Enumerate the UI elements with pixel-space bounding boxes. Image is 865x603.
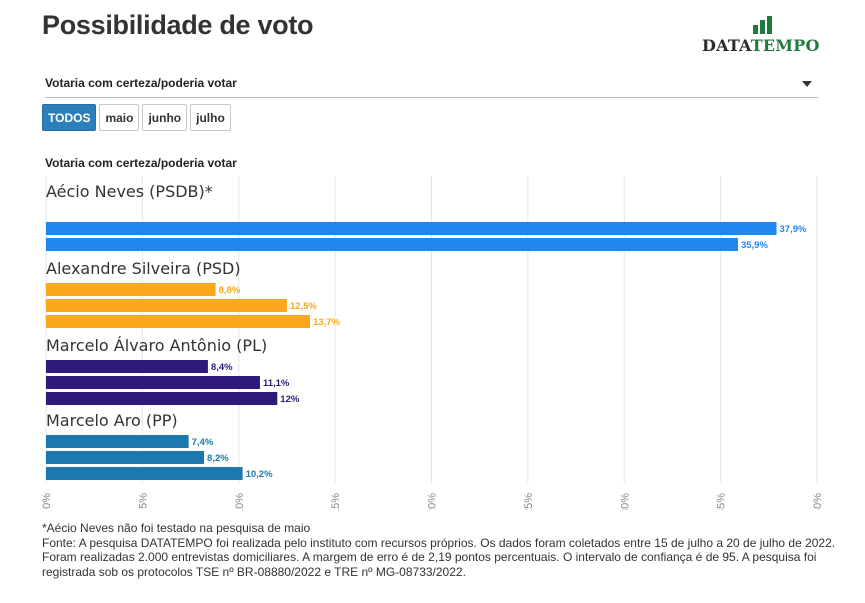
logo-text-tempo: TEMPO — [750, 36, 820, 55]
month-filter-buttons: TODOS maio junho julho — [42, 104, 231, 131]
data-label: 37,9% — [780, 224, 807, 235]
data-label: 7,4% — [192, 437, 214, 448]
filter-button-todos[interactable]: TODOS — [42, 104, 97, 131]
bar — [46, 435, 189, 448]
data-label: 8,8% — [219, 285, 241, 296]
x-tick-label: 0% — [41, 493, 53, 509]
bar — [46, 392, 278, 405]
filter-button-junho[interactable]: junho — [142, 104, 188, 131]
x-tick-label: 10% — [234, 493, 246, 510]
x-tick-label: 35% — [716, 493, 728, 510]
x-tick-label: 5% — [137, 493, 149, 509]
bar — [46, 360, 208, 373]
data-label: 35,9% — [741, 240, 768, 251]
filter-button-julho[interactable]: julho — [190, 104, 231, 131]
caret-down-icon — [802, 81, 812, 87]
x-tick-label: 30% — [619, 493, 631, 510]
data-label: 10,2% — [246, 469, 273, 480]
dropdown-selected-value: Votaria com certeza/poderia votar — [45, 76, 237, 90]
group-label: Aécio Neves (PSDB)* — [46, 182, 213, 201]
footnote-source: Fonte: A pesquisa DATATEMPO foi realizad… — [42, 535, 836, 579]
x-tick-label: 40% — [812, 493, 824, 510]
group-label: Marcelo Álvaro Antônio (PL) — [46, 336, 267, 355]
bar — [46, 299, 287, 312]
bar-chart-icon — [753, 16, 773, 34]
data-label: 12% — [280, 394, 300, 405]
bar — [46, 451, 205, 464]
group-label: Alexandre Silveira (PSD) — [46, 259, 241, 278]
bar — [46, 238, 738, 251]
data-label: 8,4% — [211, 362, 233, 373]
x-tick-label: 25% — [523, 493, 535, 510]
footnotes: *Aécio Neves não foi testado na pesquisa… — [42, 521, 842, 579]
x-tick-label: 15% — [330, 493, 342, 510]
bar — [46, 222, 777, 235]
logo-text-data: DATA — [702, 36, 751, 55]
data-label: 8,2% — [207, 453, 229, 464]
x-tick-label: 20% — [427, 493, 439, 510]
chart-title: Votaria com certeza/poderia votar — [45, 156, 237, 170]
bar — [46, 315, 311, 328]
bar — [46, 376, 260, 389]
data-label: 13,7% — [313, 317, 340, 328]
filter-button-maio[interactable]: maio — [99, 104, 140, 131]
bar-chart: 0% 5% 10% 15% 20% 25% 30% 35% 40% Aécio Neves (PS… — [41, 176, 824, 510]
data-label: 12,5% — [290, 301, 317, 312]
bar — [46, 283, 216, 296]
data-label: 11,1% — [263, 378, 290, 389]
datatempo-logo: DATATEMPO — [702, 16, 824, 56]
bar — [46, 467, 243, 480]
group-label: Marcelo Aro (PP) — [46, 411, 178, 430]
question-dropdown[interactable]: Votaria com certeza/poderia votar — [45, 70, 818, 98]
page-title: Possibilidade de voto — [42, 10, 314, 40]
footnote-note: *Aécio Neves não foi testado na pesquisa… — [42, 521, 311, 535]
logo-text: DATATEMPO — [702, 36, 820, 55]
